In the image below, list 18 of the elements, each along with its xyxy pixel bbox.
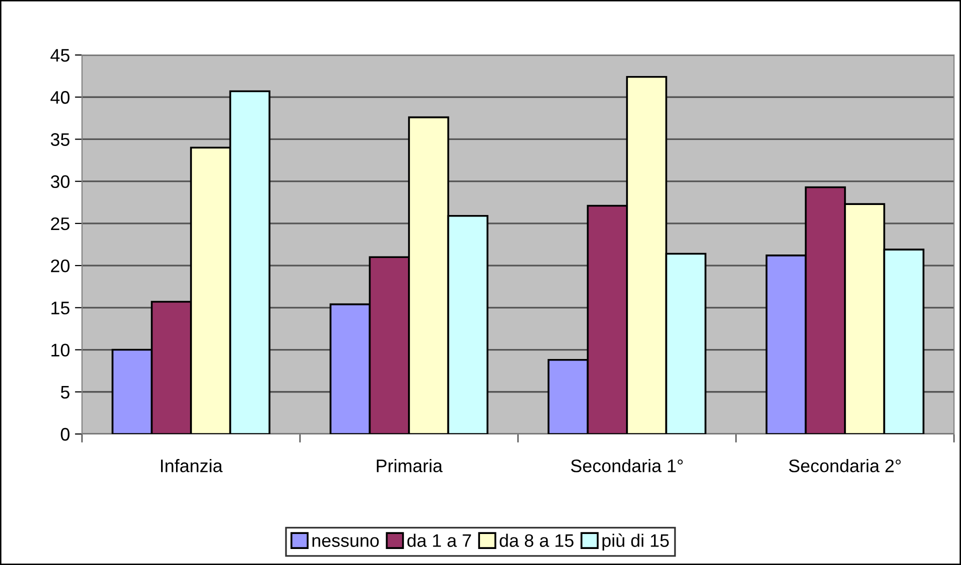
y-tick-label: 25 — [51, 217, 70, 230]
y-tick-label: 0 — [60, 428, 70, 441]
y-tick-label: 35 — [50, 133, 70, 146]
legend-label: nessuno — [312, 537, 379, 547]
x-tick-label: Primaria — [376, 459, 443, 472]
x-tick-label: Secondaria 2° — [789, 459, 901, 472]
x-tick-label: Secondaria 1° — [571, 459, 683, 472]
y-tick-label: 5 — [60, 386, 70, 399]
y-tick-label: 30 — [50, 175, 70, 188]
x-tick-label: Infanzia — [161, 459, 223, 472]
y-tick-label: 10 — [51, 344, 70, 356]
legend-label: da 8 a 15 — [500, 534, 574, 547]
legend-label: più di 15 — [602, 534, 669, 551]
legend-label: da 1 a 7 — [407, 534, 471, 547]
y-tick-label: 45 — [50, 49, 70, 62]
y-tick-label: 40 — [50, 91, 70, 104]
y-tick-label: 15 — [51, 302, 70, 314]
y-tick-label: 20 — [51, 259, 70, 272]
